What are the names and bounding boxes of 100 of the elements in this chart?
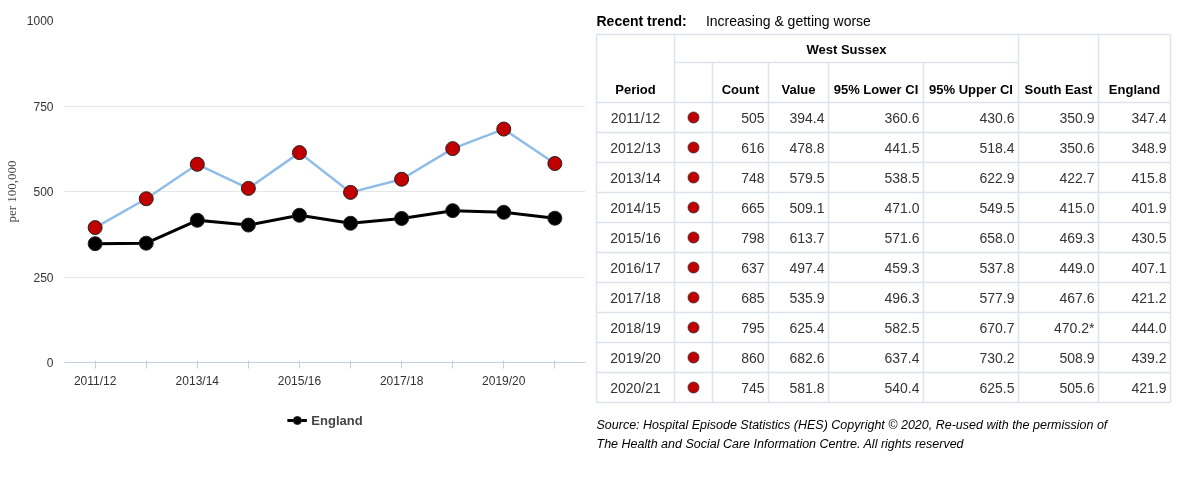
point	[547, 210, 563, 226]
point	[445, 203, 461, 219]
point	[496, 204, 512, 220]
text: Value	[781, 81, 816, 97]
data-label: 535.9	[789, 289, 825, 306]
y-tick-label: 250	[33, 270, 54, 285]
data-label: 508.9	[1059, 349, 1095, 366]
legend-label: England	[311, 412, 363, 428]
data-label: 798	[741, 229, 765, 246]
data-label: 577.9	[979, 289, 1015, 306]
data-label: 658.0	[979, 229, 1015, 246]
data-label: 571.6	[884, 229, 920, 246]
y-tick-label: 750	[33, 99, 54, 114]
point	[87, 220, 103, 236]
data-label: 469.3	[1059, 229, 1095, 246]
category-label: 2013/14	[610, 169, 662, 186]
data-label: 582.5	[884, 319, 920, 336]
point	[240, 217, 256, 233]
data-label: 497.4	[789, 259, 825, 276]
category-label: 2020/21	[610, 379, 662, 396]
category-label: 2017/18	[610, 289, 662, 306]
data-label: 430.5	[1131, 229, 1167, 246]
data-label: 685	[741, 289, 765, 306]
data-label: 360.6	[884, 109, 920, 126]
data-label: 795	[741, 319, 765, 336]
data-label: 394.4	[789, 109, 825, 126]
y-tick-label: 1000	[26, 14, 54, 28]
point	[496, 121, 512, 137]
data-label: 730.2	[979, 349, 1015, 366]
text: West Sussex	[806, 41, 888, 57]
data-label: 581.8	[789, 379, 825, 396]
data-label: 613.7	[789, 229, 825, 246]
data-label: 540.4	[884, 379, 920, 396]
point	[394, 210, 410, 226]
point	[189, 156, 205, 172]
y-axis-title: per 100,000	[3, 160, 19, 223]
data-label: 549.5	[979, 199, 1015, 216]
data-label: 682.6	[789, 349, 825, 366]
point	[343, 215, 359, 231]
series-label: Count	[721, 81, 760, 97]
point	[291, 145, 307, 161]
category-label: 2018/19	[610, 319, 662, 336]
data-label: 505	[741, 109, 765, 126]
x-tick-label: 2017/18	[379, 373, 424, 388]
data-label: 444.0	[1131, 319, 1167, 336]
data-label: 459.3	[884, 259, 920, 276]
category-label: 2012/13	[610, 139, 662, 156]
category-label: 2011/12	[610, 109, 661, 126]
data-label: 625.4	[789, 319, 825, 336]
data-label: 441.5	[884, 139, 920, 156]
data-label: 625.5	[979, 379, 1015, 396]
data-label: 670.7	[979, 319, 1015, 336]
data-label: 745	[741, 379, 765, 396]
data-label: 350.9	[1059, 109, 1095, 126]
text: Increasing & getting worse	[705, 12, 872, 29]
text: 95% Upper CI	[929, 81, 1013, 97]
data-label: 347.4	[1131, 109, 1167, 126]
point	[138, 191, 154, 207]
source-note: Source: Hospital Episode Statistics (HES) Copyright © 2020, Re-used with the permission of The Health and Social Care Information Centre. All rights reserved	[596, 417, 1109, 451]
data-label: 579.5	[789, 169, 825, 186]
data-label: 471.0	[884, 199, 920, 216]
data-label: 496.3	[884, 289, 920, 306]
data-label: 415.0	[1059, 199, 1095, 216]
point	[87, 236, 103, 252]
data-label: 467.6	[1059, 289, 1095, 306]
data-label: 637.4	[884, 349, 920, 366]
x-tick-label: 2013/14	[175, 373, 220, 388]
point	[291, 207, 307, 223]
data-label: 616	[741, 139, 765, 156]
x-tick-label: 2019/20	[482, 373, 526, 388]
data-label: 637	[741, 259, 765, 276]
data-label: 421.2	[1131, 289, 1167, 306]
point	[189, 212, 205, 228]
data-label: 505.6	[1059, 379, 1095, 396]
text: Recent trend:	[596, 12, 687, 29]
category-label: 2019/20	[610, 349, 662, 366]
data-label: 449.0	[1059, 259, 1095, 276]
x-tick-label: 2015/16	[277, 373, 322, 388]
point	[343, 184, 359, 200]
data-label: 748	[741, 169, 765, 186]
data-label: 348.9	[1131, 139, 1167, 156]
point	[394, 171, 410, 187]
data-label: 509.1	[789, 199, 825, 216]
category-label: 2015/16	[610, 229, 662, 246]
category-label: 2016/17	[610, 259, 662, 276]
data-label: 665	[741, 199, 765, 216]
point	[547, 156, 563, 172]
data-label: 470.2*	[1054, 319, 1096, 336]
point	[445, 141, 461, 157]
data-label: 478.8	[789, 139, 825, 156]
data-label: 622.9	[979, 169, 1015, 186]
data-label: 422.7	[1059, 169, 1095, 186]
data-label: 860	[741, 349, 765, 366]
point	[240, 180, 256, 196]
category-label: 2014/15	[610, 199, 662, 216]
text: South East	[1024, 81, 1094, 97]
text: 95% Lower CI	[833, 81, 919, 97]
data-label: 538.5	[884, 169, 920, 186]
x-tick-label: 2011/12	[73, 373, 117, 388]
y-tick-label: 500	[33, 185, 54, 199]
